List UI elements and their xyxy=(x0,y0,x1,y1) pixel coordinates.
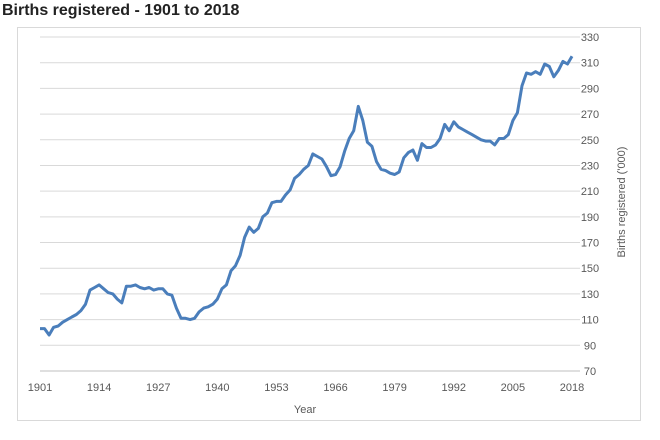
y-tick-label: 270 xyxy=(581,109,599,121)
y-tick-label: 310 xyxy=(581,58,599,70)
x-tick-label: 1953 xyxy=(264,382,288,394)
x-tick-label: 1992 xyxy=(442,382,466,394)
y-tick-label: 170 xyxy=(581,238,599,250)
x-tick-label: 1979 xyxy=(382,382,406,394)
x-axis-label: Year xyxy=(294,404,317,416)
y-tick-label: 230 xyxy=(581,160,599,172)
y-tick-label: 250 xyxy=(581,135,599,147)
series-line xyxy=(40,55,574,337)
x-tick-label: 2005 xyxy=(501,382,525,394)
x-tick-label: 2018 xyxy=(560,382,584,394)
y-tick-label: 130 xyxy=(581,289,599,301)
chart-title: Births registered - 1901 to 2018 xyxy=(2,2,240,19)
y-tick-label: 190 xyxy=(581,212,599,224)
x-tick-label: 1940 xyxy=(205,382,229,394)
x-tick-label: 1914 xyxy=(87,382,111,394)
y-axis-label: Births registered ('000) xyxy=(616,147,628,258)
y-tick-label: 290 xyxy=(581,83,599,95)
y-tick-label: 210 xyxy=(581,186,599,198)
y-tick-label: 330 xyxy=(581,32,599,44)
y-tick-label: 90 xyxy=(584,340,596,352)
x-tick-label: 1927 xyxy=(146,382,170,394)
x-tick-label: 1901 xyxy=(28,382,52,394)
y-tick-label: 70 xyxy=(584,366,596,378)
y-tick-label: 150 xyxy=(581,263,599,275)
y-tick-label: 110 xyxy=(581,315,599,327)
x-tick-label: 1966 xyxy=(323,382,347,394)
chart-frame xyxy=(17,27,641,421)
